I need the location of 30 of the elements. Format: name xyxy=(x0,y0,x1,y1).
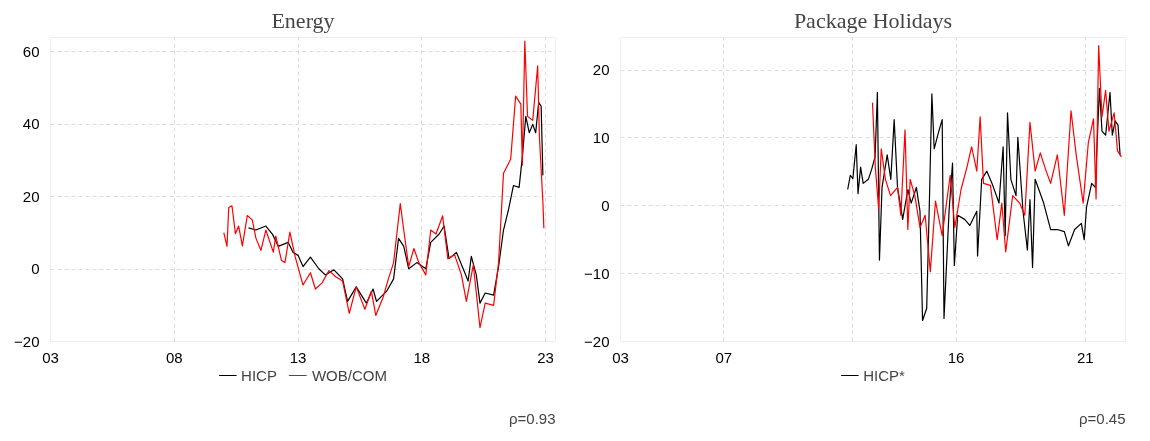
y-tick-label: 0 xyxy=(601,196,610,214)
y-tick-label: 20 xyxy=(592,61,610,79)
line-series xyxy=(223,40,545,329)
chart-title: Package Holidays xyxy=(793,7,953,33)
line-series xyxy=(847,87,1121,322)
y-tick-label: −20 xyxy=(14,332,40,350)
x-tick-label: 07 xyxy=(715,348,733,366)
legend-label: WOB/COM xyxy=(311,366,387,384)
x-tick-label: 08 xyxy=(165,348,183,366)
y-tick-label: −10 xyxy=(584,264,610,282)
line-series xyxy=(247,101,544,304)
x-tick-label: 03 xyxy=(612,348,629,366)
text: ρ=0.93 xyxy=(509,410,556,428)
line-series xyxy=(871,45,1122,273)
legend-label: HICP xyxy=(241,366,277,384)
y-tick-label: 0 xyxy=(31,260,40,278)
legend-label: HICP* xyxy=(863,366,905,384)
x-tick-label: 23 xyxy=(537,348,554,366)
x-tick-label: 18 xyxy=(413,348,431,366)
y-tick-label: 40 xyxy=(22,115,40,133)
chart-title: Energy xyxy=(271,7,335,33)
x-tick-label: 16 xyxy=(947,348,965,366)
x-tick-label: 03 xyxy=(42,348,59,366)
x-tick-label: 13 xyxy=(289,348,307,366)
text: ρ=0.45 xyxy=(1079,410,1126,428)
y-tick-label: 10 xyxy=(592,128,610,146)
y-tick-label: 60 xyxy=(22,42,40,60)
y-tick-label: 20 xyxy=(22,187,40,205)
y-tick-label: −20 xyxy=(584,332,610,350)
x-tick-label: 21 xyxy=(1076,348,1094,366)
